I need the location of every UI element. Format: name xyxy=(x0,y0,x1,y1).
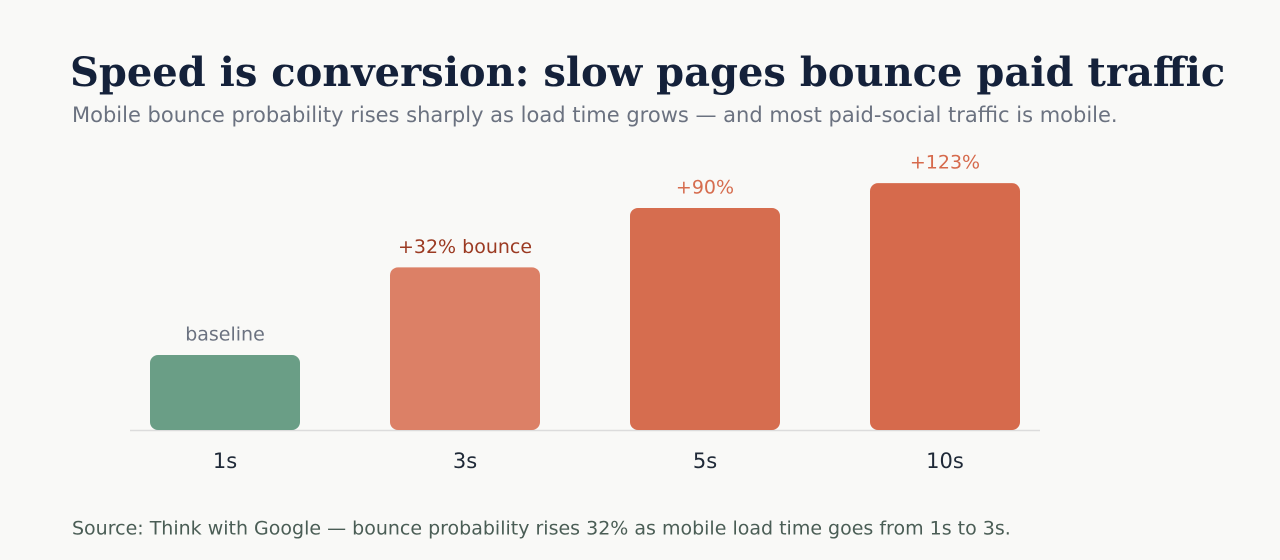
bar xyxy=(390,267,540,430)
source-note: Source: Think with Google — bounce proba… xyxy=(72,518,1011,540)
value-label: +90% xyxy=(676,176,734,198)
x-tick-label: 5s xyxy=(693,449,717,473)
x-tick-label: 3s xyxy=(453,449,477,473)
bar xyxy=(150,355,300,430)
chart-title: Speed is conversion: slow pages bounce p… xyxy=(70,49,1225,96)
x-tick-label: 1s xyxy=(213,449,237,473)
bar xyxy=(870,183,1020,430)
value-label: baseline xyxy=(185,324,265,346)
value-label: +123% xyxy=(910,152,980,174)
value-label: +32% bounce xyxy=(398,236,532,258)
x-tick-label: 10s xyxy=(926,449,964,473)
chart-subtitle: Mobile bounce probability rises sharply … xyxy=(72,103,1118,127)
bar xyxy=(630,207,780,430)
